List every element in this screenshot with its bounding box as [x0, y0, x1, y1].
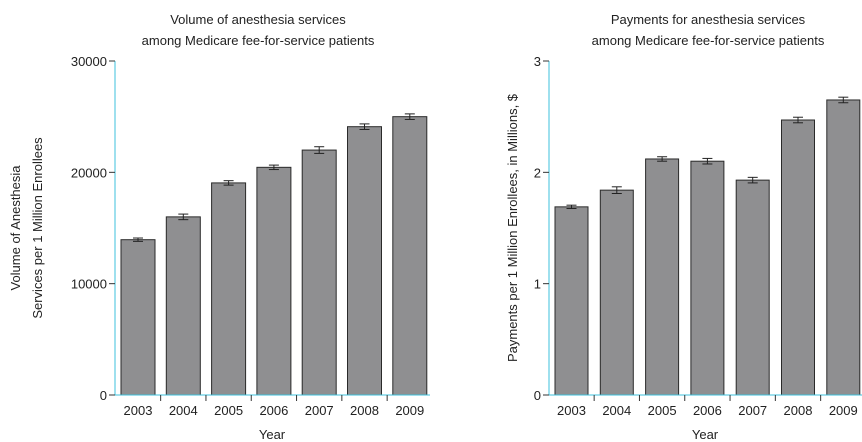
payments-errorbar-2007: [747, 176, 758, 184]
payments-bar-2003: [554, 206, 589, 396]
payments-bar-2004: [599, 189, 634, 396]
volume-bar-2003: [120, 239, 156, 396]
volume-bar-2006: [256, 166, 292, 396]
volume-xtick-label-2006: 2006: [259, 403, 288, 418]
volume-title-line: Volume of anesthesia services: [170, 12, 346, 27]
payments-ylabel-line: Payments per 1 Million Enrollees, in Mil…: [505, 93, 520, 362]
payments-ytick-label: 0: [534, 388, 541, 403]
volume-ytick-label: 20000: [71, 165, 107, 180]
payments-xtick-label-2006: 2006: [693, 403, 722, 418]
volume-bar-2005: [211, 182, 247, 396]
payments-xtick-label-2005: 2005: [648, 403, 677, 418]
volume-ylabel-line: Services per 1 Million Enrollees: [30, 137, 45, 319]
payments-bar-2006: [690, 160, 725, 396]
volume-ytick-label: 30000: [71, 54, 107, 69]
payments-errorbar-2003: [566, 204, 577, 210]
payments-title-line: among Medicare fee-for-service patients: [592, 33, 825, 48]
payments-xtick-label-2003: 2003: [557, 403, 586, 418]
volume-errorbar-2004: [178, 213, 189, 221]
volume-errorbar-2003: [133, 237, 143, 242]
volume-xtick-label-2008: 2008: [350, 403, 379, 418]
payments-errorbar-2005: [657, 156, 668, 162]
payments-bar-2009: [826, 99, 861, 396]
payments-errorbar-2006: [702, 157, 713, 165]
volume-xtick-label-2007: 2007: [305, 403, 334, 418]
payments-ytick-label: 1: [534, 277, 541, 292]
payments-xtick-label-2004: 2004: [602, 403, 631, 418]
volume-ytick-label: 0: [100, 388, 107, 403]
volume-errorbar-2008: [359, 123, 370, 130]
volume-chart: Volume of anesthesia services among Medic…: [8, 12, 430, 442]
payments-ytick-label: 2: [534, 165, 541, 180]
payments-bar-2008: [781, 119, 815, 396]
payments-xtick-label-2007: 2007: [738, 403, 767, 418]
volume-bar-2009: [392, 116, 428, 396]
payments-chart: Payments for anesthesia services among Me…: [505, 12, 862, 442]
volume-xtick-label-2009: 2009: [395, 403, 424, 418]
volume-xlabel: Year: [259, 427, 286, 442]
volume-errorbar-2006: [268, 164, 279, 171]
payments-xtick-label-2008: 2008: [784, 403, 813, 418]
volume-xtick-label-2005: 2005: [214, 403, 243, 418]
volume-xtick-label-2003: 2003: [124, 403, 153, 418]
payments-errorbar-2008: [793, 116, 803, 124]
payments-errorbar-2009: [838, 96, 849, 104]
volume-ytick-label: 10000: [71, 277, 107, 292]
payments-title-line: Payments for anesthesia services: [611, 12, 806, 27]
payments-errorbar-2004: [611, 186, 622, 194]
volume-bar-2004: [165, 216, 201, 396]
payments-xtick-label-2009: 2009: [829, 403, 858, 418]
volume-errorbar-2007: [314, 146, 325, 154]
volume-errorbar-2005: [223, 180, 234, 186]
volume-title-line: among Medicare fee-for-service patients: [142, 33, 375, 48]
volume-bar-2008: [347, 126, 382, 396]
payments-ytick-label: 3: [534, 54, 541, 69]
payments-bar-2007: [735, 179, 770, 396]
volume-xtick-label-2004: 2004: [169, 403, 198, 418]
volume-bar-2007: [301, 149, 337, 396]
payments-xlabel: Year: [692, 427, 719, 442]
payments-bar-2005: [645, 158, 680, 396]
volume-errorbar-2009: [404, 113, 415, 120]
volume-ylabel-line: Volume of Anesthesia: [8, 165, 23, 291]
